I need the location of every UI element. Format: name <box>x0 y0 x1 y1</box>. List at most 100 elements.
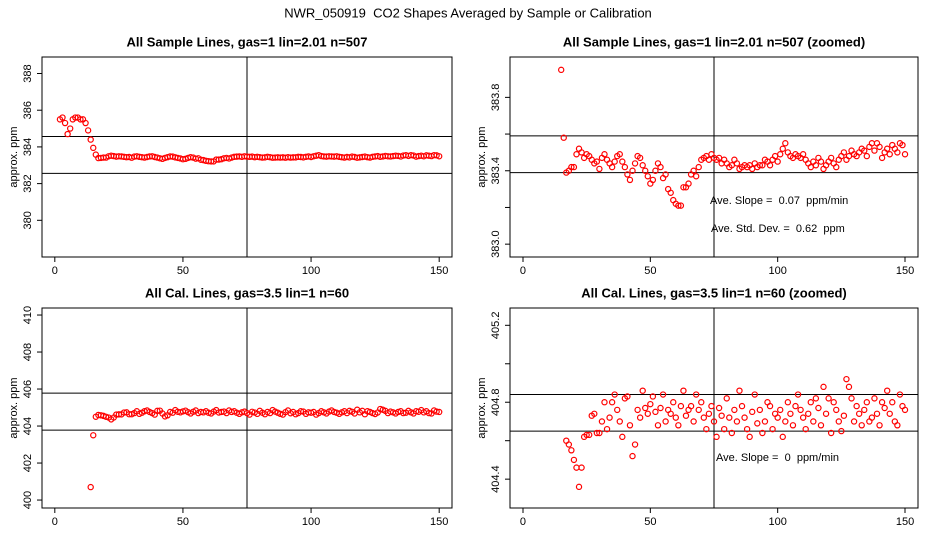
point <box>87 136 94 143</box>
panel-title: All Cal. Lines, gas=3.5 lin=1 n=60 (zoom… <box>581 285 847 300</box>
point <box>820 383 827 391</box>
point <box>889 399 896 406</box>
point <box>77 116 84 123</box>
point <box>899 141 906 149</box>
point <box>603 425 611 433</box>
point <box>777 406 784 414</box>
point <box>593 429 601 437</box>
x-tick-label: 0 <box>52 516 58 528</box>
point <box>807 399 814 406</box>
y-axis-label: approx. ppm <box>476 126 488 187</box>
x-tick-label: 0 <box>52 265 58 277</box>
point <box>154 407 161 415</box>
point <box>608 163 616 171</box>
point <box>593 158 601 165</box>
point <box>853 402 860 410</box>
point <box>557 66 565 74</box>
point <box>700 414 708 421</box>
point <box>692 173 700 180</box>
x-tick-label: 100 <box>768 516 786 528</box>
point <box>626 176 634 184</box>
point <box>64 130 71 138</box>
point <box>642 404 649 412</box>
point <box>573 464 580 471</box>
x-tick-label: 150 <box>896 265 914 277</box>
point <box>715 404 723 412</box>
point <box>634 406 641 414</box>
point <box>896 391 904 398</box>
point <box>435 153 443 160</box>
point <box>82 119 89 127</box>
point <box>90 144 97 152</box>
point <box>667 189 674 196</box>
point <box>695 406 702 414</box>
point <box>642 167 649 174</box>
point <box>871 395 878 402</box>
point <box>845 383 853 391</box>
point <box>297 408 305 415</box>
x-tick-label: 150 <box>896 516 914 528</box>
point <box>591 410 598 417</box>
point <box>805 410 812 417</box>
point <box>779 145 786 152</box>
point <box>850 418 858 425</box>
point <box>817 158 825 165</box>
point <box>723 395 730 402</box>
point <box>61 119 69 127</box>
point <box>886 410 893 417</box>
annotation: Ave. Slope = 0.07 ppm/min <box>710 195 848 207</box>
point <box>675 202 682 209</box>
point <box>873 410 881 417</box>
point <box>863 152 871 160</box>
point <box>797 406 804 414</box>
x-tick-label: 50 <box>177 516 189 528</box>
point <box>779 433 786 441</box>
point <box>766 402 774 410</box>
y-tick-label: 406 <box>22 380 34 398</box>
point <box>838 427 845 435</box>
point <box>901 406 909 414</box>
y-tick-label: 383.0 <box>490 230 502 258</box>
point <box>672 414 679 421</box>
x-tick-label: 150 <box>430 516 448 528</box>
point <box>881 404 888 412</box>
point <box>59 114 66 121</box>
point <box>659 391 667 398</box>
point <box>794 391 802 398</box>
point <box>583 431 590 439</box>
point <box>861 147 868 154</box>
point <box>601 151 608 158</box>
point <box>685 180 692 187</box>
point <box>705 410 713 417</box>
x-tick-label: 50 <box>644 265 656 277</box>
point <box>692 391 700 398</box>
point <box>774 158 781 165</box>
point <box>833 406 840 414</box>
point <box>822 410 830 417</box>
point <box>66 125 74 132</box>
point <box>667 410 674 417</box>
point <box>652 167 659 174</box>
point <box>586 431 593 439</box>
point <box>746 433 753 441</box>
point <box>812 395 820 402</box>
point <box>654 422 662 429</box>
point <box>761 418 769 425</box>
point <box>649 176 657 184</box>
point <box>560 134 567 141</box>
point <box>631 160 639 167</box>
point <box>738 402 746 410</box>
point <box>726 414 733 421</box>
point <box>827 429 835 437</box>
panel-title: All Sample Lines, gas=1 lin=2.01 n=507 (… <box>563 34 865 49</box>
point <box>812 162 820 169</box>
y-axis-label: approx. ppm <box>8 377 20 438</box>
point <box>644 173 651 180</box>
point <box>799 414 807 421</box>
y-tick-label: 405.2 <box>490 312 502 340</box>
point <box>573 151 580 158</box>
point <box>741 414 748 421</box>
point <box>608 399 616 406</box>
y-tick-label: 384 <box>22 138 34 156</box>
point <box>680 184 687 191</box>
